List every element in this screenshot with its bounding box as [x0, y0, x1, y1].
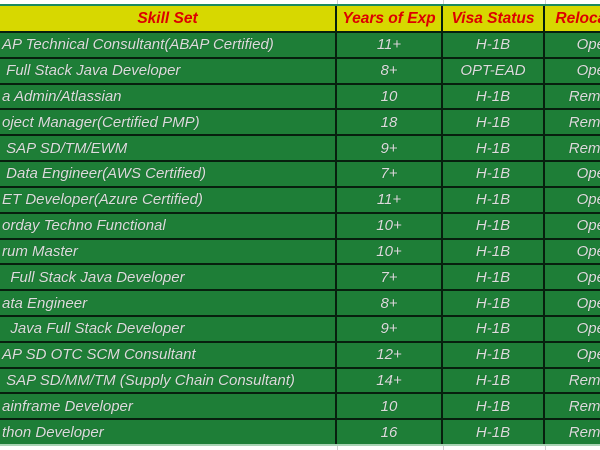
column-gridline — [443, 0, 444, 4]
cell-skill-set[interactable]: AP SD OTC SCM Consultant — [0, 342, 337, 367]
column-gridline — [545, 446, 546, 450]
cell-years-of-exp[interactable]: 10 — [337, 394, 443, 419]
cell-skill-set[interactable]: ata Engineer — [0, 291, 337, 315]
cell-relocation[interactable]: Open — [576, 191, 600, 209]
column-gridline — [337, 446, 338, 450]
cell-skill-set[interactable]: ET Developer(Azure Certified) — [0, 187, 337, 212]
cell-years-of-exp[interactable]: 10+ — [337, 213, 443, 238]
cell-visa-status[interactable]: H-1B — [443, 110, 545, 135]
cell-visa-status[interactable]: H-1B — [443, 394, 545, 419]
cell-visa-status[interactable]: H-1B — [443, 368, 545, 393]
table-row: Full Stack Java Developer 7+ H-1B Open — [0, 265, 600, 292]
grid-strip-bottom — [0, 444, 600, 450]
cell-relocation[interactable]: Open — [576, 217, 600, 235]
cell-years-of-exp[interactable]: 7+ — [337, 162, 443, 186]
cell-skill-set[interactable]: Full Stack Java Developer — [0, 265, 337, 290]
column-gridline — [337, 0, 338, 4]
cell-visa-status[interactable]: H-1B — [443, 136, 545, 161]
cell-visa-status[interactable]: H-1B — [443, 265, 545, 290]
cell-years-of-exp[interactable]: 10+ — [337, 239, 443, 264]
cell-relocation[interactable]: Remote — [568, 139, 600, 157]
cell-visa-status[interactable]: H-1B — [443, 291, 545, 315]
table-row: a Admin/Atlassian 10 H-1B Remote — [0, 84, 600, 111]
table-row: rum Master 10+ H-1B Open — [0, 239, 600, 266]
header-relocation[interactable]: Relocation — [555, 9, 600, 27]
table-row: thon Developer 16 H-1B Remote — [0, 420, 600, 444]
cell-years-of-exp[interactable]: 12+ — [337, 342, 443, 367]
table-row: SAP SD/MM/TM (Supply Chain Consultant) 1… — [0, 368, 600, 395]
column-gridline — [443, 446, 444, 450]
cell-skill-set[interactable]: Data Engineer(AWS Certified) — [0, 162, 337, 186]
cell-relocation[interactable]: Open — [576, 346, 600, 364]
cell-relocation[interactable]: Remote — [568, 423, 600, 441]
cell-skill-set[interactable]: Full Stack Java Developer — [0, 58, 337, 83]
cell-relocation[interactable]: Open — [576, 36, 600, 54]
cell-years-of-exp[interactable]: 18 — [337, 110, 443, 135]
header-row: Skill Set Years of Exp Visa Status Reloc… — [0, 4, 600, 33]
table-row: ata Engineer 8+ H-1B Open — [0, 291, 600, 317]
table-row: ET Developer(Azure Certified) 11+ H-1B O… — [0, 187, 600, 214]
cell-years-of-exp[interactable]: 7+ — [337, 265, 443, 290]
cell-skill-set[interactable]: thon Developer — [0, 420, 337, 444]
cell-relocation[interactable]: Open — [576, 268, 600, 286]
cell-skill-set[interactable]: ainframe Developer — [0, 394, 337, 419]
table-body: AP Technical Consultant(ABAP Certified) … — [0, 33, 600, 444]
cell-relocation[interactable]: Remote — [568, 113, 600, 131]
cell-relocation[interactable]: Open — [576, 294, 600, 312]
table-row: Java Full Stack Developer 9+ H-1B Open — [0, 316, 600, 343]
table-row: ainframe Developer 10 H-1B Remote — [0, 394, 600, 421]
cell-years-of-exp[interactable]: 9+ — [337, 316, 443, 341]
cell-years-of-exp[interactable]: 8+ — [337, 58, 443, 83]
cell-skill-set[interactable]: SAP SD/MM/TM (Supply Chain Consultant) — [0, 368, 337, 393]
cell-skill-set[interactable]: oject Manager(Certified PMP) — [0, 110, 337, 135]
cell-visa-status[interactable]: H-1B — [443, 342, 545, 367]
cell-visa-status[interactable]: H-1B — [443, 187, 545, 212]
cell-skill-set[interactable]: Java Full Stack Developer — [0, 316, 337, 341]
cell-skill-set[interactable]: orday Techno Functional — [0, 213, 337, 238]
table-row: AP SD OTC SCM Consultant 12+ H-1B Open — [0, 342, 600, 369]
cell-visa-status[interactable]: OPT-EAD — [443, 58, 545, 83]
cell-years-of-exp[interactable]: 11+ — [337, 187, 443, 212]
cell-visa-status[interactable]: H-1B — [443, 213, 545, 238]
cell-years-of-exp[interactable]: 9+ — [337, 136, 443, 161]
cell-relocation[interactable]: Remote — [568, 371, 600, 389]
cell-skill-set[interactable]: AP Technical Consultant(ABAP Certified) — [0, 33, 337, 57]
cell-relocation[interactable]: Remote — [568, 88, 600, 106]
cell-visa-status[interactable]: H-1B — [443, 84, 545, 109]
cell-relocation[interactable]: Open — [576, 165, 600, 183]
table-row: AP Technical Consultant(ABAP Certified) … — [0, 33, 600, 59]
cell-visa-status[interactable]: H-1B — [443, 239, 545, 264]
grid-strip-top — [0, 0, 600, 4]
header-skill-set[interactable]: Skill Set — [0, 6, 337, 31]
cell-skill-set[interactable]: rum Master — [0, 239, 337, 264]
cell-skill-set[interactable]: SAP SD/TM/EWM — [0, 136, 337, 161]
table-row: SAP SD/TM/EWM 9+ H-1B Remote — [0, 136, 600, 163]
cell-skill-set[interactable]: a Admin/Atlassian — [0, 84, 337, 109]
header-years-of-exp[interactable]: Years of Exp — [337, 6, 443, 31]
cell-relocation[interactable]: Open — [576, 242, 600, 260]
cell-years-of-exp[interactable]: 16 — [337, 420, 443, 444]
cell-years-of-exp[interactable]: 10 — [337, 84, 443, 109]
cell-visa-status[interactable]: H-1B — [443, 33, 545, 57]
cell-years-of-exp[interactable]: 8+ — [337, 291, 443, 315]
table-row: orday Techno Functional 10+ H-1B Open — [0, 213, 600, 240]
header-visa-status[interactable]: Visa Status — [443, 6, 545, 31]
cell-visa-status[interactable]: H-1B — [443, 162, 545, 186]
cell-years-of-exp[interactable]: 11+ — [337, 33, 443, 57]
column-gridline — [545, 0, 546, 4]
cell-relocation[interactable]: Open — [576, 320, 600, 338]
table-row: Data Engineer(AWS Certified) 7+ H-1B Ope… — [0, 162, 600, 188]
hotlist-table: Skill Set Years of Exp Visa Status Reloc… — [0, 4, 600, 444]
cell-years-of-exp[interactable]: 14+ — [337, 368, 443, 393]
cell-relocation[interactable]: Remote — [568, 397, 600, 415]
table-row: oject Manager(Certified PMP) 18 H-1B Rem… — [0, 110, 600, 137]
cell-visa-status[interactable]: H-1B — [443, 316, 545, 341]
table-row: Full Stack Java Developer 8+ OPT-EAD Ope… — [0, 58, 600, 85]
cell-visa-status[interactable]: H-1B — [443, 420, 545, 444]
cell-relocation[interactable]: Open — [576, 62, 600, 80]
